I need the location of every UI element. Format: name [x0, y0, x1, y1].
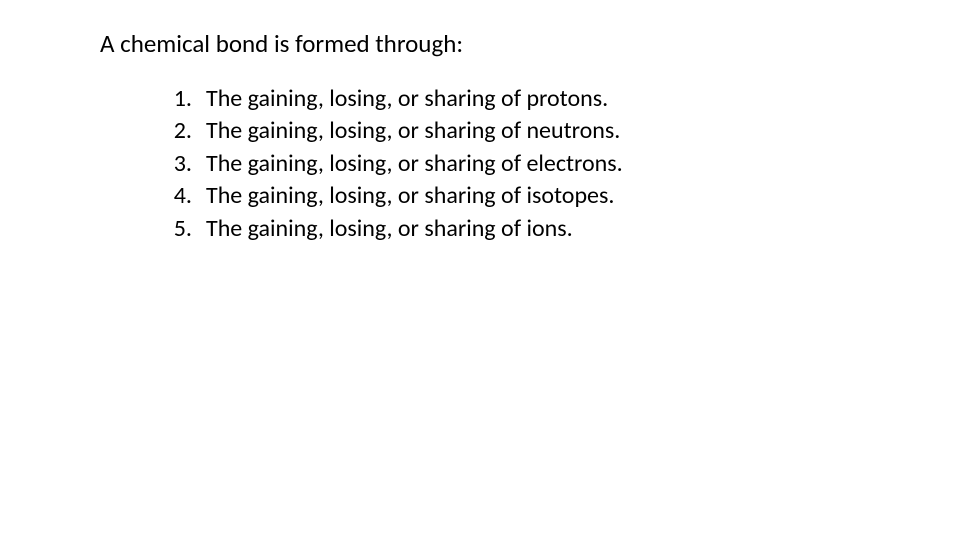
list-item: 2. The gaining, losing, or sharing of ne…	[162, 115, 960, 147]
list-text: The gaining, losing, or sharing of ions.	[206, 213, 960, 245]
list-text: The gaining, losing, or sharing of neutr…	[206, 115, 960, 147]
list-text: The gaining, losing, or sharing of isoto…	[206, 180, 960, 212]
question-title: A chemical bond is formed through:	[100, 28, 960, 59]
list-item: 5. The gaining, losing, or sharing of io…	[162, 213, 960, 245]
list-number: 5.	[162, 213, 206, 245]
list-number: 3.	[162, 148, 206, 180]
answer-list: 1. The gaining, losing, or sharing of pr…	[100, 83, 960, 245]
list-number: 1.	[162, 83, 206, 115]
list-number: 2.	[162, 115, 206, 147]
list-text: The gaining, losing, or sharing of proto…	[206, 83, 960, 115]
list-number: 4.	[162, 180, 206, 212]
list-item: 4. The gaining, losing, or sharing of is…	[162, 180, 960, 212]
list-item: 1. The gaining, losing, or sharing of pr…	[162, 83, 960, 115]
list-text: The gaining, losing, or sharing of elect…	[206, 148, 960, 180]
list-item: 3. The gaining, losing, or sharing of el…	[162, 148, 960, 180]
